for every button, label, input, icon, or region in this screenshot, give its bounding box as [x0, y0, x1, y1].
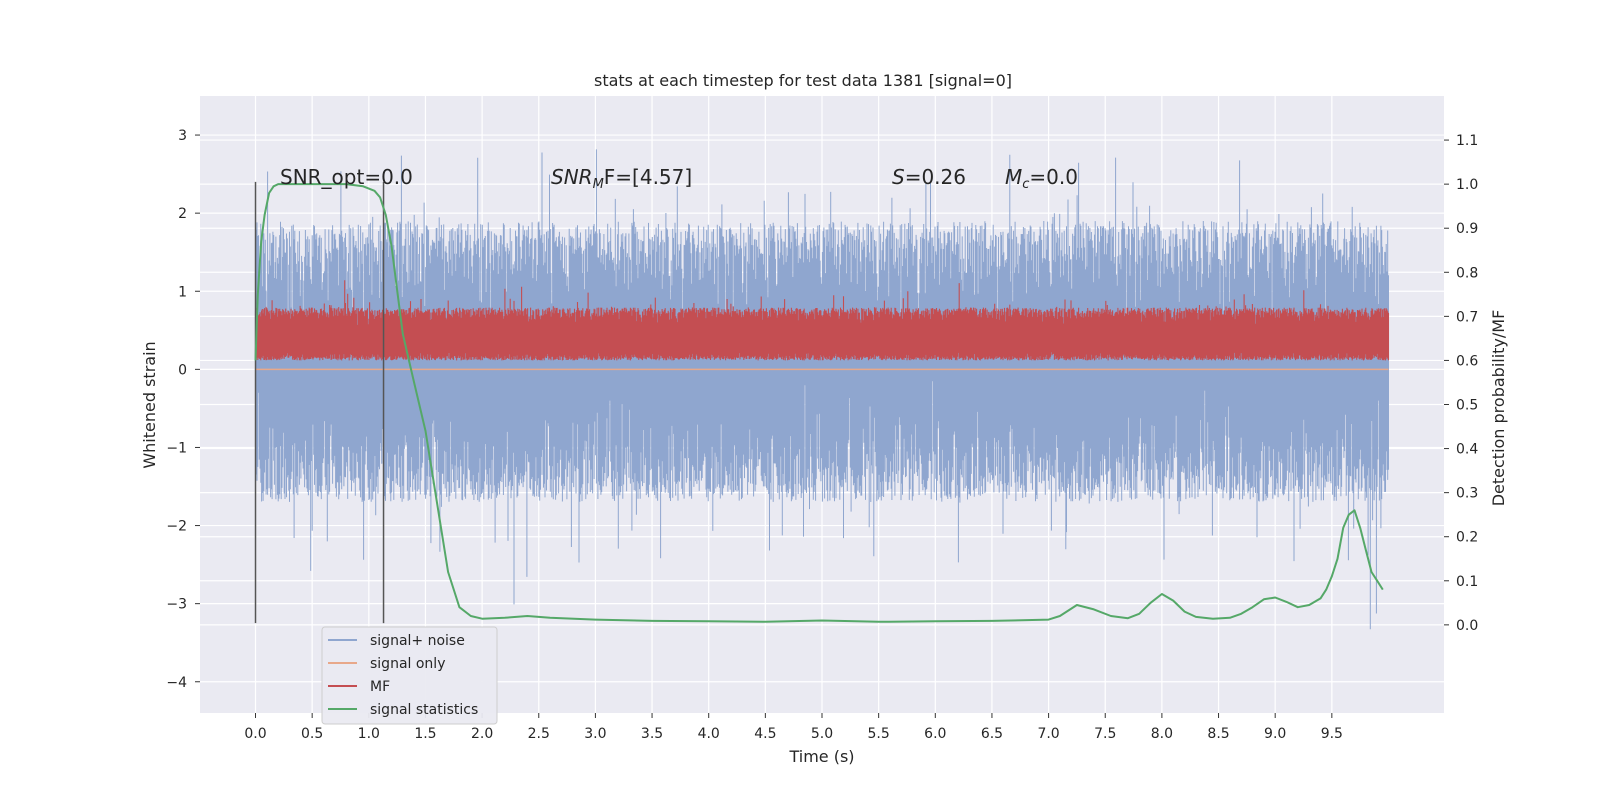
- x-tick-label: 8.5: [1207, 726, 1229, 742]
- y-right-tick-label: 1.1: [1456, 133, 1478, 149]
- left-y-ticks: −4 −3 −2 −1 0 1 2 3: [166, 128, 200, 691]
- y-right-tick-label: 0.6: [1456, 353, 1478, 369]
- x-tick-label: 9.0: [1264, 726, 1286, 742]
- x-tick-label: 5.0: [811, 726, 833, 742]
- y-right-tick-label: 0.4: [1456, 442, 1478, 458]
- y-right-tick-label: 1.0: [1456, 177, 1478, 193]
- legend-label-signal-statistics: signal statistics: [370, 702, 478, 718]
- legend-box: [321, 626, 498, 725]
- x-axis-label: Time (s): [788, 747, 854, 766]
- x-ticks: 0.0 0.5 1.0 1.5 2.0 2.5 3.0 3.5 4.0 4.5 5.0 5.5 6.0 6…: [244, 713, 1343, 742]
- y-right-tick-label: 0.0: [1456, 618, 1478, 634]
- y-right-tick-label: 0.5: [1456, 398, 1478, 414]
- legend-label-mf: MF: [370, 679, 390, 695]
- y-tick-label: −1: [166, 440, 187, 456]
- y-right-tick-label: 0.2: [1456, 530, 1478, 546]
- y-tick-label: −4: [166, 675, 187, 691]
- annotation-s: S=0.26: [892, 165, 966, 189]
- y-tick-label: 0: [178, 362, 187, 378]
- y-tick-label: 2: [178, 206, 187, 222]
- y-axis-label-right: Detection probability/MF: [1489, 310, 1508, 507]
- x-tick-label: 2.0: [471, 726, 493, 742]
- signal-statistics-line: [254, 183, 1384, 623]
- legend-label-signal-noise: signal+ noise: [370, 633, 465, 649]
- y-right-tick-label: 0.3: [1456, 486, 1478, 502]
- annotation-snr-opt: SNR_opt=0.0: [280, 165, 413, 189]
- legend: signal+ noise signal only MF signal stat…: [321, 626, 498, 725]
- x-tick-label: 1.5: [414, 726, 436, 742]
- x-tick-label: 1.0: [358, 726, 380, 742]
- x-tick-label: 5.5: [868, 726, 890, 742]
- y-tick-label: 1: [178, 284, 187, 300]
- annotation-mc: Mc=0.0: [1005, 165, 1078, 192]
- y-tick-label: −2: [166, 519, 187, 535]
- x-tick-label: 7.5: [1094, 726, 1116, 742]
- x-tick-label: 0.0: [244, 726, 266, 742]
- y-right-tick-label: 0.1: [1456, 574, 1478, 590]
- x-tick-label: 8.0: [1151, 726, 1173, 742]
- signal-statistics-series: [254, 183, 1384, 623]
- x-tick-label: 4.0: [698, 726, 720, 742]
- right-y-ticks: 0.0 0.1 0.2 0.3 0.4 0.5 0.6 0.7 0.8 0.9 1.0 1.1: [1444, 133, 1478, 634]
- y-right-tick-label: 0.7: [1456, 309, 1478, 325]
- x-tick-label: 3.0: [584, 726, 606, 742]
- x-tick-label: 4.5: [754, 726, 776, 742]
- y-tick-label: 3: [178, 128, 187, 144]
- x-tick-label: 0.5: [301, 726, 323, 742]
- chart-title: stats at each timestep for test data 138…: [594, 71, 1012, 90]
- x-tick-label: 6.5: [981, 726, 1003, 742]
- y-tick-label: −3: [166, 597, 187, 613]
- x-tick-label: 2.5: [528, 726, 550, 742]
- annotation-snr-mf: SNRMF=[4.57]: [551, 165, 692, 192]
- legend-label-signal-only: signal only: [370, 656, 445, 672]
- y-right-tick-label: 0.8: [1456, 265, 1478, 281]
- x-tick-label: 9.5: [1321, 726, 1343, 742]
- x-tick-label: 7.0: [1037, 726, 1059, 742]
- vertical-markers: [254, 181, 385, 624]
- y-axis-label: Whitened strain: [140, 341, 159, 468]
- y-right-tick-label: 0.9: [1456, 221, 1478, 237]
- x-tick-label: 6.0: [924, 726, 946, 742]
- x-tick-label: 3.5: [641, 726, 663, 742]
